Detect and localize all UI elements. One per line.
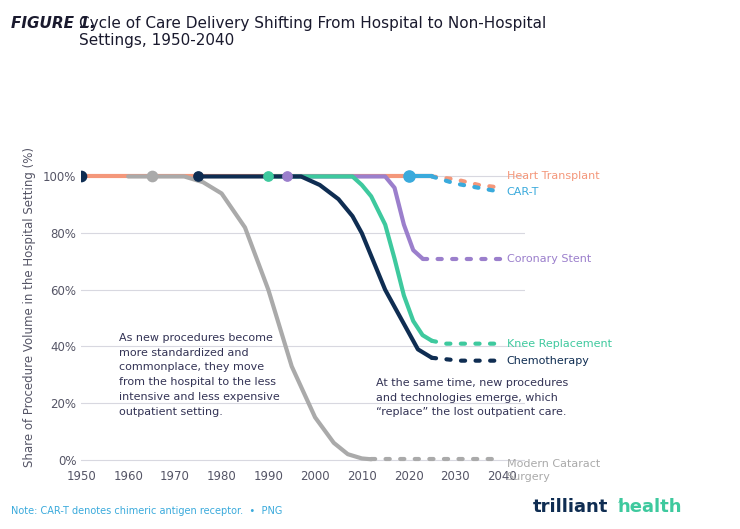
Text: Chemotherapy: Chemotherapy xyxy=(507,355,590,366)
Point xyxy=(403,172,414,181)
Point xyxy=(263,172,275,181)
Point xyxy=(192,172,204,181)
Y-axis label: Share of Procedure Volume in the Hospital Setting (%): Share of Procedure Volume in the Hospita… xyxy=(23,147,36,467)
Text: Cycle of Care Delivery Shifting From Hospital to Non-Hospital
Settings, 1950-204: Cycle of Care Delivery Shifting From Hos… xyxy=(79,16,546,48)
Text: Knee Replacement: Knee Replacement xyxy=(507,339,612,349)
Text: Heart Transplant: Heart Transplant xyxy=(507,171,599,181)
Text: CAR-T: CAR-T xyxy=(507,187,539,197)
Text: Coronary Stent: Coronary Stent xyxy=(507,253,591,263)
Point xyxy=(75,172,87,181)
Text: Modern Cataract
Surgery: Modern Cataract Surgery xyxy=(507,459,600,482)
Point xyxy=(146,172,158,181)
Text: As new procedures become
more standardized and
commonplace, they move
from the h: As new procedures become more standardiz… xyxy=(119,333,280,417)
Text: health: health xyxy=(618,498,682,516)
Text: trilliant: trilliant xyxy=(533,498,608,516)
Text: ˄: ˄ xyxy=(616,500,623,514)
Point xyxy=(281,172,293,181)
Text: FIGURE 1.: FIGURE 1. xyxy=(11,16,95,31)
Text: At the same time, new procedures
and technologies emerge, which
“replace” the lo: At the same time, new procedures and tec… xyxy=(376,378,568,417)
Text: Note: CAR-T denotes chimeric antigen receptor.  •  PNG: Note: CAR-T denotes chimeric antigen rec… xyxy=(11,506,283,516)
